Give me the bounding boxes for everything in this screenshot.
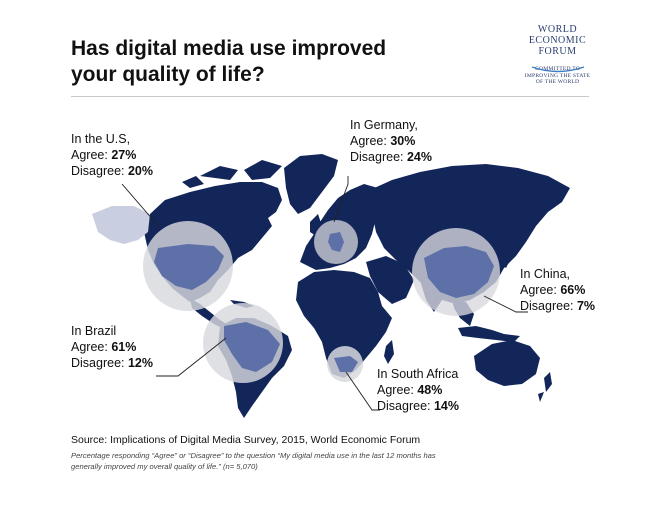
south-africa-agree-row: Agree: 48% [377, 382, 459, 398]
brazil-disagree-label: Disagree: [71, 356, 125, 370]
germany-disagree-label: Disagree: [350, 150, 404, 164]
logo-line-2: ECONOMIC [528, 35, 587, 46]
germany-agree-label: Agree: [350, 134, 387, 148]
brazil-agree-label: Agree: [71, 340, 108, 354]
china-callout: In China, Agree: 66% Disagree: 7% [520, 266, 595, 314]
logo-line-3: FORUM [538, 46, 577, 57]
us-disagree-value: 20% [127, 164, 154, 178]
us-label: In the U.S, [71, 132, 131, 146]
brazil-disagree-value: 12% [127, 356, 154, 370]
survey-note: Percentage responding “Agree” or “Disagr… [71, 451, 436, 471]
brazil-disagree-row: Disagree: 12% [71, 355, 153, 371]
logo-tagline-3: OF THE WORLD [535, 79, 580, 85]
germany-disagree-row: Disagree: 24% [350, 149, 432, 165]
south-africa-disagree-row: Disagree: 14% [377, 398, 459, 414]
china-agree-value: 66% [560, 283, 586, 297]
title-line-2: your quality of life? [71, 63, 265, 86]
uk-iceland-land [292, 192, 322, 236]
alaska-highlight [92, 206, 150, 244]
brazil-agree-row: Agree: 61% [71, 339, 153, 355]
china-disagree-row: Disagree: 7% [520, 298, 595, 314]
germany-agree-value: 30% [390, 134, 416, 148]
south-africa-land-highlight [334, 356, 358, 372]
us-land-highlight [154, 244, 224, 290]
south-africa-disagree-label: Disagree: [377, 399, 431, 413]
us-leader-line [121, 183, 161, 229]
germany-disagree-value: 24% [406, 150, 433, 164]
indonesia-land [458, 326, 520, 342]
highlight-circles [143, 220, 500, 383]
greenland-land [284, 154, 338, 214]
us-disagree-row: Disagree: 20% [71, 163, 153, 179]
us-agree-value: 27% [111, 148, 137, 162]
south-africa-leader-line [345, 371, 380, 411]
brazil-leader-line [156, 337, 227, 377]
logo-line-1: WORLD [537, 24, 578, 35]
brazil-callout: In Brazil Agree: 61% Disagree: 12% [71, 323, 153, 371]
brazil-label: In Brazil [71, 324, 117, 338]
australia-land [474, 340, 540, 386]
brazil-agree-value: 61% [111, 340, 137, 354]
south-africa-label: In South Africa [377, 367, 459, 381]
japan-land [500, 244, 512, 268]
germany-leader-line [333, 176, 349, 223]
china-agree-label: Agree: [520, 283, 557, 297]
china-label: In China, [520, 267, 571, 281]
title-line-1: Has digital media use improved [71, 37, 387, 60]
china-land-highlight [424, 246, 494, 298]
china-leader-line [483, 295, 528, 313]
brazil-land-highlight [224, 322, 280, 372]
germany-land-highlight [328, 232, 344, 252]
header-divider [71, 96, 589, 97]
wef-logo: WORLD ECONOMIC FORUM COMMITTED TO IMPROV… [520, 24, 595, 86]
page-title: Has digital media use improved your qual… [71, 36, 386, 88]
germany-agree-row: Agree: 30% [350, 133, 432, 149]
us-disagree-label: Disagree: [71, 164, 125, 178]
logo-tagline: COMMITTED TO IMPROVING THE STATE OF THE … [520, 66, 595, 86]
germany-label: In Germany, [350, 118, 418, 132]
logo-tagline-1: COMMITTED TO [535, 66, 580, 72]
germany-callout: In Germany, Agree: 30% Disagree: 24% [350, 117, 432, 165]
south-africa-callout: In South Africa Agree: 48% Disagree: 14% [377, 366, 459, 414]
madagascar-land [384, 340, 394, 364]
new-zealand-land [538, 372, 552, 402]
arctic-islands-land [182, 160, 282, 188]
logo-arc-icon [531, 66, 585, 73]
china-agree-row: Agree: 66% [520, 282, 595, 298]
source-line: Source: Implications of Digital Media Su… [71, 434, 421, 446]
south-africa-agree-value: 48% [417, 383, 443, 397]
south-africa-disagree-value: 14% [433, 399, 460, 413]
us-callout: In the U.S, Agree: 27% Disagree: 20% [71, 131, 153, 179]
leader-lines [121, 176, 528, 411]
logo-tagline-2: IMPROVING THE STATE [524, 72, 591, 79]
china-disagree-label: Disagree: [520, 299, 574, 313]
africa-land [296, 270, 392, 378]
middle-east-land [366, 256, 414, 304]
south-africa-agree-label: Agree: [377, 383, 414, 397]
us-agree-label: Agree: [71, 148, 108, 162]
us-agree-row: Agree: 27% [71, 147, 153, 163]
china-disagree-value: 7% [576, 299, 596, 313]
